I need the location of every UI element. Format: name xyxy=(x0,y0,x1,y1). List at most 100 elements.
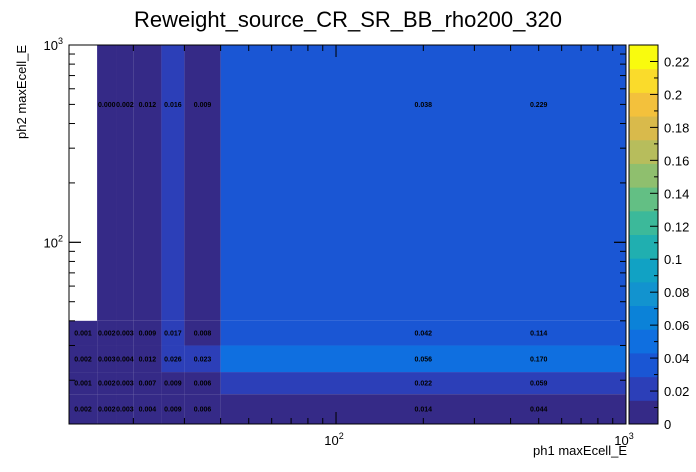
colorbar-segment xyxy=(629,163,658,188)
heatmap-cell xyxy=(184,320,221,346)
cell-value-label: 0.017 xyxy=(164,331,182,338)
cell-value-label: 0.002 xyxy=(74,407,92,414)
colorbar-tick-label: 0.1 xyxy=(664,252,682,267)
cell-value-label: 0.114 xyxy=(530,331,547,338)
colorbar-segment xyxy=(629,352,658,378)
heatmap-cell xyxy=(161,394,185,424)
colorbar-segment xyxy=(629,45,658,70)
heatmap-cell xyxy=(161,372,185,395)
cell-value-label: 0.003 xyxy=(116,381,134,388)
colorbar: 0 0.02 0.04 0.06 0.08 0.1 0.12 0.14 0.16 0.18 0.2 0… xyxy=(628,44,689,432)
y-tick-label: 103 xyxy=(44,36,63,53)
heatmap-cell xyxy=(220,372,627,395)
cell-value-label: 0.009 xyxy=(139,331,157,338)
heatmap-cell xyxy=(97,45,117,321)
heatmap-cell xyxy=(161,345,185,373)
x-axis-label: ph1 maxEcell_E xyxy=(533,443,627,458)
colorbar-segment xyxy=(629,281,658,307)
colorbar-segment xyxy=(629,187,658,212)
colorbar-tick-label: 0.14 xyxy=(664,186,689,201)
heatmap-cell xyxy=(184,345,221,373)
colorbar-segment xyxy=(629,210,658,235)
heatmap-cell xyxy=(69,394,98,424)
colorbar-segment xyxy=(629,92,658,117)
heatmap-cell xyxy=(116,345,134,373)
colorbar-frame xyxy=(628,44,659,425)
heatmap-cell xyxy=(184,372,221,395)
cell-value-label: 0.002 xyxy=(116,102,134,109)
y-tick-label: 102 xyxy=(44,233,63,250)
heatmap-cell xyxy=(133,45,162,321)
colorbar-tick-label: 0.22 xyxy=(664,54,689,69)
cell-value-label: 0.012 xyxy=(139,356,157,363)
cell-value-label: 0.002 xyxy=(98,381,116,388)
cell-value-label: 0.016 xyxy=(164,102,182,109)
cell-value-label: 0.009 xyxy=(164,407,182,414)
colorbar-segment xyxy=(629,329,658,354)
y-axis-label: ph2 maxEcell_E xyxy=(14,45,29,139)
cell-value-label: 0.023 xyxy=(194,356,212,363)
cell-value-label: 0.007 xyxy=(139,381,157,388)
cell-value-label: 0.012 xyxy=(139,102,157,109)
heatmap-cell xyxy=(161,320,185,346)
heatmap-cells xyxy=(69,45,627,424)
heatmap-cell xyxy=(97,320,117,346)
heatmap-cell xyxy=(116,320,134,346)
colorbar-tick-label: 0.04 xyxy=(664,351,689,366)
colorbar-tick-label: 0.16 xyxy=(664,153,689,168)
cell-value-label: 0.038 xyxy=(415,102,433,109)
cell-value-label: 0.044 xyxy=(530,407,548,414)
cell-value-label: 0.042 xyxy=(415,331,433,338)
cell-value-label: 0.003 xyxy=(98,356,116,363)
cell-value-label: 0.056 xyxy=(415,356,433,363)
heatmap-cell xyxy=(116,372,134,395)
colorbar-tick-label: 0.08 xyxy=(664,285,689,300)
axes: 102 103 102 103 xyxy=(44,36,634,448)
cell-value-label: 0.004 xyxy=(139,407,157,414)
heatmap-cell xyxy=(97,372,117,395)
x-tick-label: 103 xyxy=(614,431,633,448)
heatmap-cell xyxy=(133,320,162,346)
heatmap-cell xyxy=(133,372,162,395)
cell-value-label: 0.004 xyxy=(116,356,134,363)
heatmap-cell xyxy=(184,394,221,424)
heatmap-cell xyxy=(97,394,117,424)
colorbar-tick-label: 0 xyxy=(664,417,671,432)
colorbar-segment xyxy=(629,234,658,259)
heatmap-cell-labels: 0.002 0.002 0.003 0.004 0.009 0.006 0.014 0.044… xyxy=(74,102,547,414)
cell-value-label: 0.026 xyxy=(164,356,182,363)
heatmap-cell xyxy=(116,45,134,321)
x-tick-label: 102 xyxy=(324,431,343,448)
cell-value-label: 0.059 xyxy=(530,381,548,388)
cell-value-label: 0.001 xyxy=(74,331,92,338)
heatmap-cell xyxy=(69,372,98,395)
colorbar-segment xyxy=(629,305,658,330)
cell-value-label: 0.003 xyxy=(116,407,134,414)
cell-value-label: 0.229 xyxy=(530,102,548,109)
cell-value-label: 0.003 xyxy=(116,331,134,338)
cell-value-label: 0.170 xyxy=(530,356,548,363)
cell-value-label: 0.006 xyxy=(194,407,212,414)
colorbar-tick-label: 0.06 xyxy=(664,318,689,333)
heatmap-cell xyxy=(220,320,627,346)
chart-title: Reweight_source_CR_SR_BB_rho200_320 xyxy=(134,7,562,32)
colorbar-segment xyxy=(629,68,658,93)
plot-frame xyxy=(68,44,627,425)
cell-value-label: 0.006 xyxy=(194,381,212,388)
cell-value-label: 0.022 xyxy=(415,381,433,388)
cell-value-label: 0.008 xyxy=(194,331,212,338)
heatmap-cell xyxy=(116,394,134,424)
colorbar-segment xyxy=(629,400,658,425)
colorbar-tick-label: 0.12 xyxy=(664,219,689,234)
heatmap-cell xyxy=(184,45,221,321)
cell-value-label: 0.009 xyxy=(194,102,212,109)
colorbar-tick-label: 0.2 xyxy=(664,87,682,102)
heatmap-cell xyxy=(133,394,162,424)
colorbar-segment xyxy=(629,258,658,283)
heatmap-cell xyxy=(220,45,627,321)
heatmap-cell xyxy=(69,320,98,346)
heatmap-cell xyxy=(220,345,627,373)
cell-value-label: 0.014 xyxy=(415,407,433,414)
heatmap-cell xyxy=(69,345,98,373)
